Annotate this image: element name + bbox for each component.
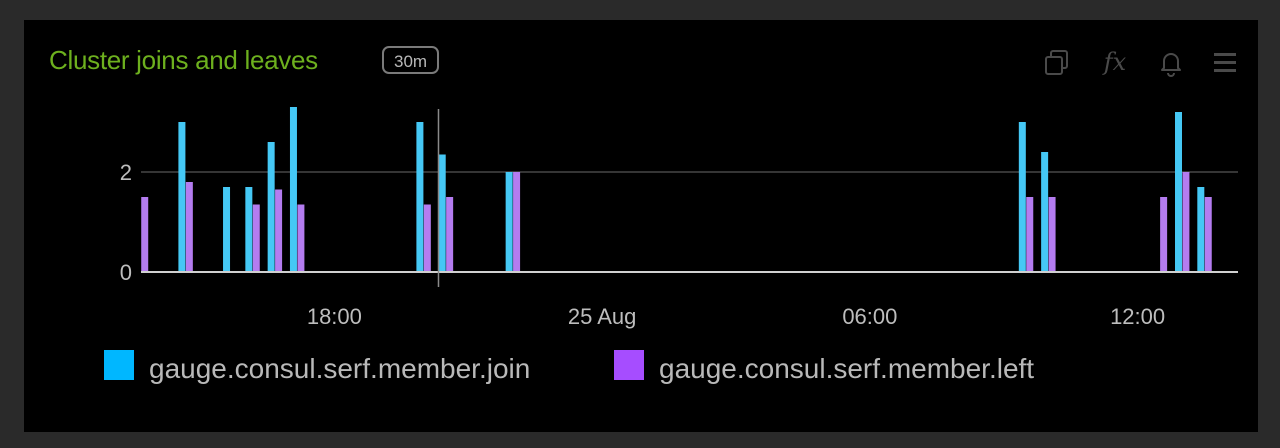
bell-icon[interactable] (1156, 48, 1186, 78)
bar-join[interactable] (505, 172, 513, 272)
bar-left[interactable] (185, 182, 193, 272)
function-icon[interactable]: fx (1103, 48, 1127, 76)
bar-chart[interactable]: 0 2 18:00 25 Aug 06:00 12:00 (24, 20, 1258, 340)
bar-join[interactable] (267, 142, 275, 272)
legend-label-join: gauge.consul.serf.member.join (149, 353, 531, 384)
bar-join[interactable] (1175, 112, 1183, 272)
bar-left[interactable] (297, 204, 305, 273)
legend-label-left: gauge.consul.serf.member.left (659, 353, 1035, 384)
copy-icon[interactable] (1042, 48, 1072, 78)
bar-left[interactable] (513, 172, 521, 272)
bar-left[interactable] (1048, 197, 1056, 272)
bar-join[interactable] (178, 122, 186, 272)
bar-left[interactable] (275, 189, 283, 273)
bar-left[interactable] (423, 204, 431, 273)
x-tick-label: 06:00 (842, 304, 897, 329)
panel-title[interactable]: Cluster joins and leaves (49, 45, 318, 75)
menu-icon[interactable] (1210, 48, 1240, 78)
bar-left[interactable] (1204, 197, 1212, 272)
bar-join[interactable] (223, 187, 231, 272)
time-range-badge[interactable]: 30m (382, 46, 440, 74)
bar-left[interactable] (1026, 197, 1034, 272)
bar-left[interactable] (1182, 172, 1190, 272)
bar-left[interactable] (1160, 197, 1168, 272)
bar-join[interactable] (1018, 122, 1026, 272)
bar-join[interactable] (1197, 187, 1205, 272)
y-tick-label: 0 (120, 260, 132, 285)
bar-join[interactable] (289, 107, 297, 272)
y-tick-label: 2 (120, 160, 132, 185)
x-tick-label: 12:00 (1110, 304, 1165, 329)
legend-swatch-join (104, 350, 134, 380)
bar-left[interactable] (141, 197, 149, 272)
bar-join[interactable] (438, 154, 446, 273)
bar-left[interactable] (252, 204, 260, 273)
bar-join[interactable] (416, 122, 424, 272)
chart-panel: Cluster joins and leaves 30m fx 0 2 18:00 2… (24, 20, 1258, 432)
bar-join[interactable] (245, 187, 253, 272)
x-tick-label: 18:00 (307, 304, 362, 329)
x-tick-label: 25 Aug (568, 304, 637, 329)
bar-join[interactable] (1041, 152, 1049, 272)
bar-left[interactable] (446, 197, 454, 272)
legend-swatch-left (614, 350, 644, 380)
